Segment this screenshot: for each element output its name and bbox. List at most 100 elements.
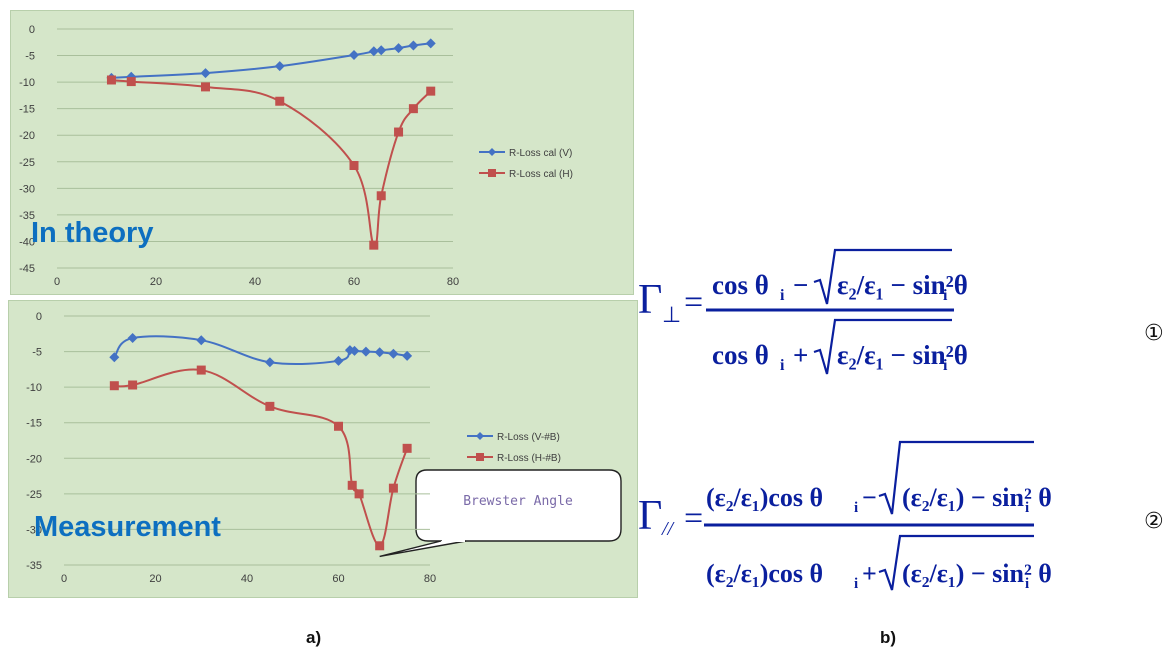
y-tick-label: 0 (36, 311, 42, 323)
num2-minus: − (862, 483, 877, 512)
data-point (334, 421, 343, 431)
y-tick-label: -30 (26, 524, 42, 536)
data-point (274, 61, 285, 72)
num2-theta-sub: i (854, 500, 858, 516)
x-tick-label: 0 (54, 276, 60, 288)
legend-marker (476, 453, 484, 461)
data-point (402, 350, 413, 361)
y-tick-label: -30 (19, 183, 35, 195)
data-point (408, 104, 418, 114)
y-tick-label: -15 (19, 104, 35, 116)
x-tick-label: 40 (249, 276, 261, 288)
perp-subscript: ⊥ (662, 302, 681, 327)
legend-label: R-Loss (V-#B) (497, 432, 560, 443)
y-tick-label: -35 (26, 560, 42, 572)
num1-minus: − (793, 270, 808, 300)
x-tick-label: 20 (149, 573, 161, 585)
legend-label: R-Loss cal (H) (509, 169, 573, 180)
den2-root-sign (878, 534, 1034, 591)
y-tick-label: -5 (32, 347, 42, 359)
data-point (360, 346, 371, 357)
data-point (333, 355, 344, 366)
callout-pointer (379, 540, 467, 558)
data-point (354, 489, 364, 499)
overlay-label: In theory (31, 217, 153, 249)
y-tick-label: -45 (19, 263, 35, 275)
data-point (128, 380, 138, 390)
x-tick-label: 40 (241, 573, 253, 585)
y-tick-label: -5 (25, 51, 35, 63)
formula-number-2: ② (1144, 509, 1164, 534)
data-point (376, 191, 386, 201)
x-tick-label: 80 (447, 276, 459, 288)
data-point (264, 357, 275, 368)
data-point (109, 381, 119, 391)
y-tick-label: -20 (19, 130, 35, 142)
formula-parallel: Γ // = (ε₂/ε₁)cos θ i − (ε₂/ε₁) − sin² θ… (638, 440, 1164, 592)
data-point (374, 347, 385, 358)
den2-root-sub: i (1025, 576, 1029, 592)
gamma-perp-symbol: Γ (638, 277, 662, 323)
data-point (408, 40, 419, 51)
legend-marker (488, 169, 496, 177)
chart-panel-theory: 0 -5 -10 -15 -20 -25 -30 -35 -40 -45 0 20 40 60 80 R-Lo… (10, 10, 634, 295)
gamma-parallel-symbol: Γ (638, 493, 662, 539)
data-point (426, 86, 436, 96)
den1-root-sign (813, 318, 952, 375)
data-point (402, 443, 412, 453)
num1-theta-sub: i (780, 287, 785, 304)
den2-left: (ε₂/ε₁)cos θ (706, 559, 823, 588)
equals-sign-1: = (684, 284, 703, 321)
data-point (200, 68, 211, 79)
data-point (388, 348, 399, 359)
data-point (106, 75, 116, 85)
data-point (349, 50, 359, 61)
fresnel-formulas: Γ ⊥ = cos θ i − ε₂/ε₁ − sin²θ i cos θ i … (638, 248, 1164, 592)
num2-root-content: (ε₂/ε₁) − sin² θ (902, 483, 1052, 512)
data-point (393, 43, 404, 54)
den1-theta-sub: i (780, 357, 785, 374)
data-point (265, 401, 275, 411)
callout-text: Brewster Angle (463, 494, 573, 509)
num1-root-sub: i (943, 287, 948, 304)
y-tick-label: -10 (19, 77, 35, 89)
legend-label: R-Loss cal (V) (509, 148, 572, 159)
x-tick-label: 0 (61, 573, 67, 585)
formula-number-1: ① (1144, 321, 1164, 346)
theory-chart: 0 -5 -10 -15 -20 -25 -30 -35 -40 -45 0 20 40 60 80 R-Lo… (19, 24, 573, 288)
y-tick-label: -25 (26, 489, 42, 501)
series-line (111, 42, 431, 79)
y-tick-label: -15 (26, 418, 42, 430)
formula-perpendicular: Γ ⊥ = cos θ i − ε₂/ε₁ − sin²θ i cos θ i … (638, 248, 1164, 375)
overlay-label: Measurement (34, 511, 221, 543)
callout-box (415, 469, 622, 542)
parallel-subscript: // (661, 518, 676, 540)
num2-root-sign (878, 440, 1034, 515)
num2-root-sub: i (1025, 500, 1029, 516)
x-tick-label: 20 (150, 276, 162, 288)
equals-sign-2: = (684, 500, 703, 537)
caption-b: b) (880, 628, 897, 647)
data-point (368, 46, 379, 57)
data-point (349, 345, 360, 356)
data-point (196, 335, 207, 346)
data-point (126, 77, 136, 87)
den2-theta-sub: i (854, 576, 858, 592)
num1-root-sign (813, 248, 952, 305)
measurement-chart: Brewster Angle 0 -5 -10 -15 -20 -25 -30 -35 0 20 40… (26, 311, 622, 585)
y-tick-label: -40 (19, 236, 35, 248)
y-tick-label: -35 (19, 210, 35, 222)
data-point (201, 82, 210, 92)
den2-plus: + (862, 559, 877, 588)
data-point (196, 365, 206, 375)
den1-plus: + (793, 340, 808, 370)
data-point (388, 483, 398, 493)
den1-cos: cos θ (712, 340, 769, 370)
series-line (111, 78, 432, 247)
legend-marker (488, 148, 496, 156)
den1-root-sub: i (943, 357, 948, 374)
data-point (109, 352, 120, 363)
data-point (349, 160, 359, 170)
y-tick-label: -10 (26, 382, 42, 394)
num1-root-content: ε₂/ε₁ − sin²θ (837, 270, 968, 300)
